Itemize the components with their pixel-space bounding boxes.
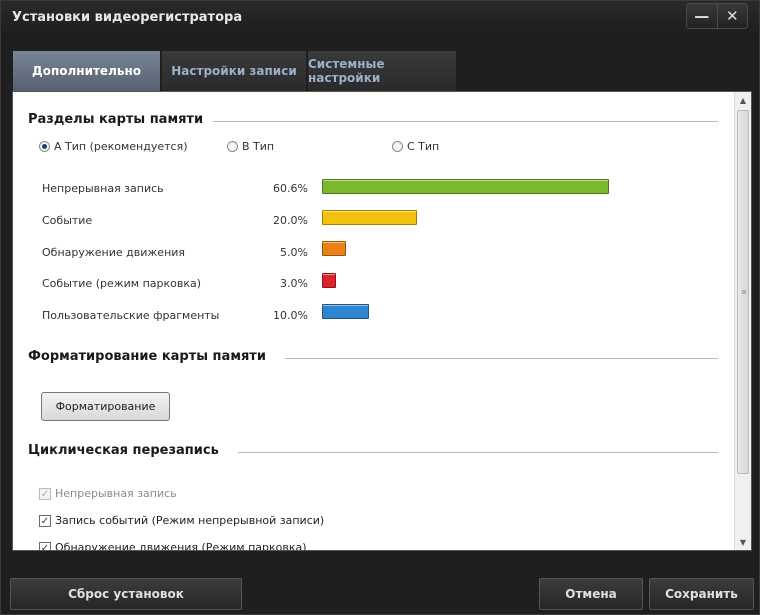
grip-icon: ≡	[741, 288, 747, 296]
section-divider	[213, 121, 718, 122]
section-divider	[285, 358, 718, 359]
scrollbar-thumb[interactable]: ≡	[737, 110, 749, 474]
radio-label: В Тип	[242, 140, 275, 153]
minimize-icon: —	[694, 7, 710, 25]
checkbox-label: Обнаружение движения (Режим парковка)	[55, 541, 307, 551]
partition-bar-parking-event	[322, 273, 336, 288]
cancel-button[interactable]: Отмена	[539, 578, 643, 610]
radio-label: А Тип (рекомендуется)	[54, 140, 188, 153]
vertical-scrollbar[interactable]: ▲ ≡ ▼	[734, 92, 751, 550]
partition-bar-motion	[322, 241, 346, 256]
window-title: Установки видеорегистратора	[12, 10, 243, 25]
save-button[interactable]: Сохранить	[649, 578, 754, 610]
checkbox-indicator[interactable]: ✓	[39, 541, 51, 550]
partition-percent: 20.0%	[273, 214, 308, 227]
settings-panel: Разделы карты памяти А Тип (рекомендуетс…	[12, 91, 752, 551]
partition-percent: 60.6%	[273, 182, 308, 195]
format-button[interactable]: Форматирование	[41, 392, 170, 421]
close-button[interactable]: ✕	[716, 4, 747, 28]
checkbox-motion-loop[interactable]: ✓ Обнаружение движения (Режим парковка)	[39, 541, 307, 551]
partition-label: Непрерывная запись	[42, 182, 164, 195]
section-title-loop: Циклическая перезапись	[28, 443, 219, 458]
close-icon: ✕	[725, 7, 739, 25]
radio-label: С Тип	[407, 140, 440, 153]
radio-type-b[interactable]: В Тип	[227, 140, 274, 153]
section-divider	[238, 452, 718, 453]
partition-bar-continuous	[322, 179, 609, 194]
partition-percent: 3.0%	[280, 277, 308, 290]
reset-button[interactable]: Сброс установок	[10, 578, 242, 610]
title-bar: Установки видеорегистратора — ✕	[1, 1, 759, 39]
checkbox-label: Непрерывная запись	[55, 487, 177, 500]
checkbox-indicator[interactable]: ✓	[39, 487, 51, 500]
partition-label: Событие (режим парковка)	[42, 277, 202, 290]
partition-label: Обнаружение движения	[42, 246, 186, 259]
radio-type-a[interactable]: А Тип (рекомендуется)	[39, 140, 188, 153]
section-title-partitions: Разделы карты памяти	[28, 112, 204, 127]
tab-recording-settings[interactable]: Настройки записи	[162, 51, 306, 91]
partition-bar-user	[322, 304, 369, 319]
radio-type-c[interactable]: С Тип	[392, 140, 439, 153]
partition-label: Пользовательские фрагменты	[42, 309, 220, 322]
checkbox-indicator[interactable]: ✓	[39, 514, 51, 527]
section-title-format: Форматирование карты памяти	[28, 349, 266, 364]
partition-percent: 10.0%	[273, 309, 308, 322]
radio-indicator[interactable]	[39, 141, 50, 152]
checkbox-label: Запись событий (Режим непрерывной записи…	[55, 514, 325, 527]
tab-bar: Дополнительно Настройки записи Системные…	[13, 51, 458, 91]
partition-percent: 5.0%	[280, 246, 308, 259]
partition-label: Событие	[42, 214, 93, 227]
radio-indicator[interactable]	[227, 141, 238, 152]
radio-indicator[interactable]	[392, 141, 403, 152]
tab-system-settings[interactable]: Системные настройки	[308, 51, 456, 91]
tab-additional[interactable]: Дополнительно	[13, 51, 160, 91]
scroll-down-icon[interactable]: ▼	[739, 537, 747, 547]
window-controls: — ✕	[686, 3, 748, 29]
checkbox-event-loop[interactable]: ✓ Запись событий (Режим непрерывной запи…	[39, 514, 324, 527]
checkbox-continuous-loop[interactable]: ✓ Непрерывная запись	[39, 487, 177, 500]
minimize-button[interactable]: —	[687, 4, 717, 28]
partition-bar-event	[322, 210, 417, 225]
scroll-up-icon[interactable]: ▲	[739, 95, 747, 105]
